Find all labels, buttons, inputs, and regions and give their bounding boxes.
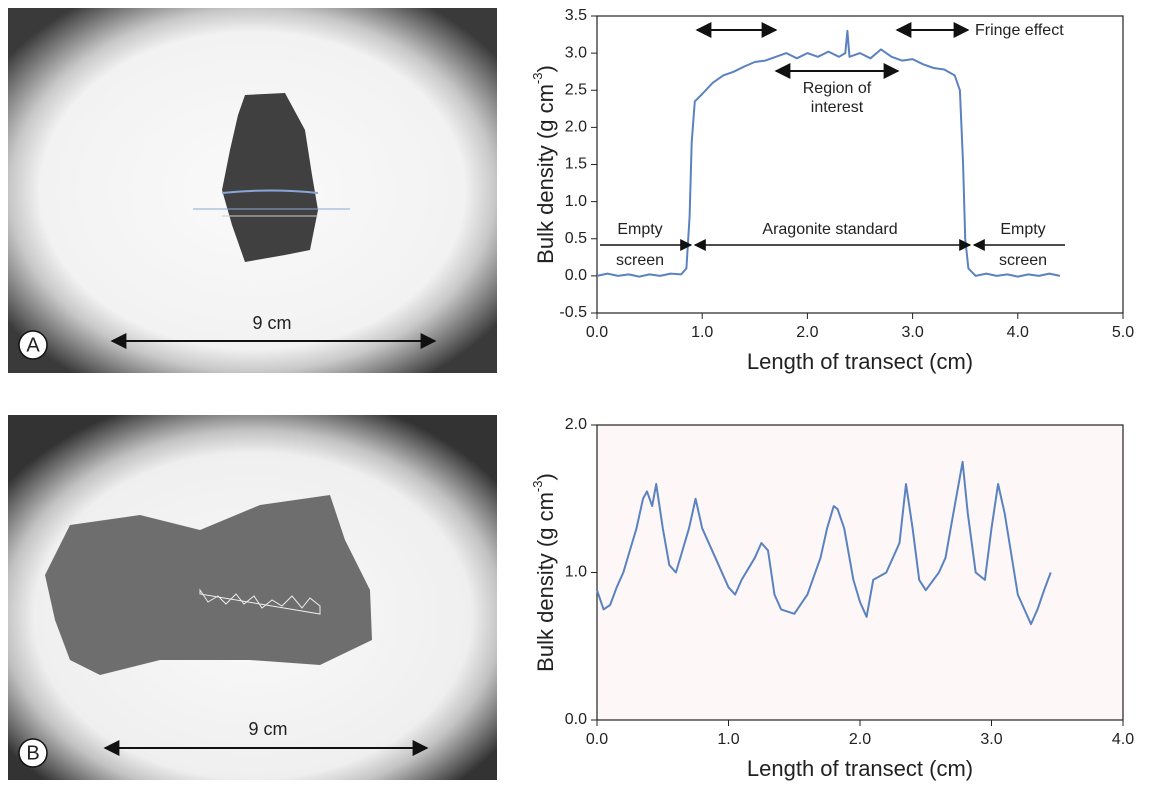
data-line: [596, 29, 1061, 278]
x-tick-label: 4.0: [1007, 324, 1029, 341]
annotation: Aragonite standard: [762, 221, 897, 238]
x-tick-label: 2.0: [796, 324, 818, 341]
y-tick-label: 0.5: [565, 230, 587, 247]
annotation: Region of: [803, 80, 872, 97]
scale-label: 9 cm: [252, 313, 291, 333]
y-tick-label: 0.0: [565, 267, 587, 284]
x-tick-label: 2.0: [849, 731, 871, 748]
annotation: screen: [616, 252, 664, 269]
plot-area: [596, 424, 1124, 721]
y-tick-label: 2.5: [565, 81, 587, 98]
y-tick-label: 1.0: [565, 193, 587, 210]
y-axis-label-text: Bulk density (g cm: [533, 84, 558, 264]
y-axis-label-sup: -3: [530, 73, 545, 85]
x-tick-label: 5.0: [1112, 324, 1134, 341]
y-tick-label: 2.0: [565, 119, 587, 136]
y-axis-label: Bulk density (g cm-3): [530, 65, 557, 264]
annotation: Fringe effect: [975, 22, 1064, 39]
annotation: interest: [811, 99, 864, 116]
chart: 0.0 1.0 2.0 0.0 1.0 2.0 3.0 4.0 Length of transe…: [530, 416, 1134, 781]
x-axis-label: Length of transect (cm): [747, 349, 973, 374]
x-axis-label: Length of transect (cm): [747, 756, 973, 781]
panel-letter: A: [26, 334, 40, 356]
x-tick-label: 3.0: [980, 731, 1002, 748]
y-axis-label: Bulk density (g cm-3): [530, 473, 557, 672]
x-tick-label: 3.0: [901, 324, 923, 341]
scale-label: 9 cm: [248, 719, 287, 739]
y-tick-label: 3.5: [565, 7, 587, 24]
x-tick-label: 0.0: [586, 324, 608, 341]
panel-letter: B: [26, 742, 39, 764]
x-tick-label: 1.0: [717, 731, 739, 748]
y-axis-label-end: ): [533, 65, 558, 72]
x-tick-label: 1.0: [691, 324, 713, 341]
chart: -0.5 0.0 0.5 1.0 1.5 2.0 2.5 3.0 3.5 0.0 1.0 2.0 3.0…: [530, 7, 1134, 374]
x-tick-label: 0.0: [586, 731, 608, 748]
y-tick-label: 1.0: [565, 564, 587, 581]
annotation: Empty: [617, 221, 662, 238]
photo-a: 9 cm A: [8, 8, 497, 373]
y-axis-label-sup: -3: [530, 481, 545, 493]
y-axis-label-text: Bulk density (g cm: [533, 492, 558, 672]
photo-b: 9 cm B: [8, 415, 497, 780]
annotation: screen: [999, 252, 1047, 269]
y-tick-label: 3.0: [565, 44, 587, 61]
y-tick-label: 2.0: [565, 416, 587, 433]
y-tick-label: 0.0: [565, 711, 587, 728]
x-tick-label: 4.0: [1112, 731, 1134, 748]
y-axis-label-end: ): [533, 473, 558, 480]
chart-a-annotations: Fringe effect Region of interest Empty s…: [600, 22, 1065, 269]
y-tick-label: -0.5: [559, 304, 587, 321]
y-tick-label: 1.5: [565, 156, 587, 173]
data-line: [596, 460, 1052, 626]
annotation: Empty: [1000, 221, 1045, 238]
